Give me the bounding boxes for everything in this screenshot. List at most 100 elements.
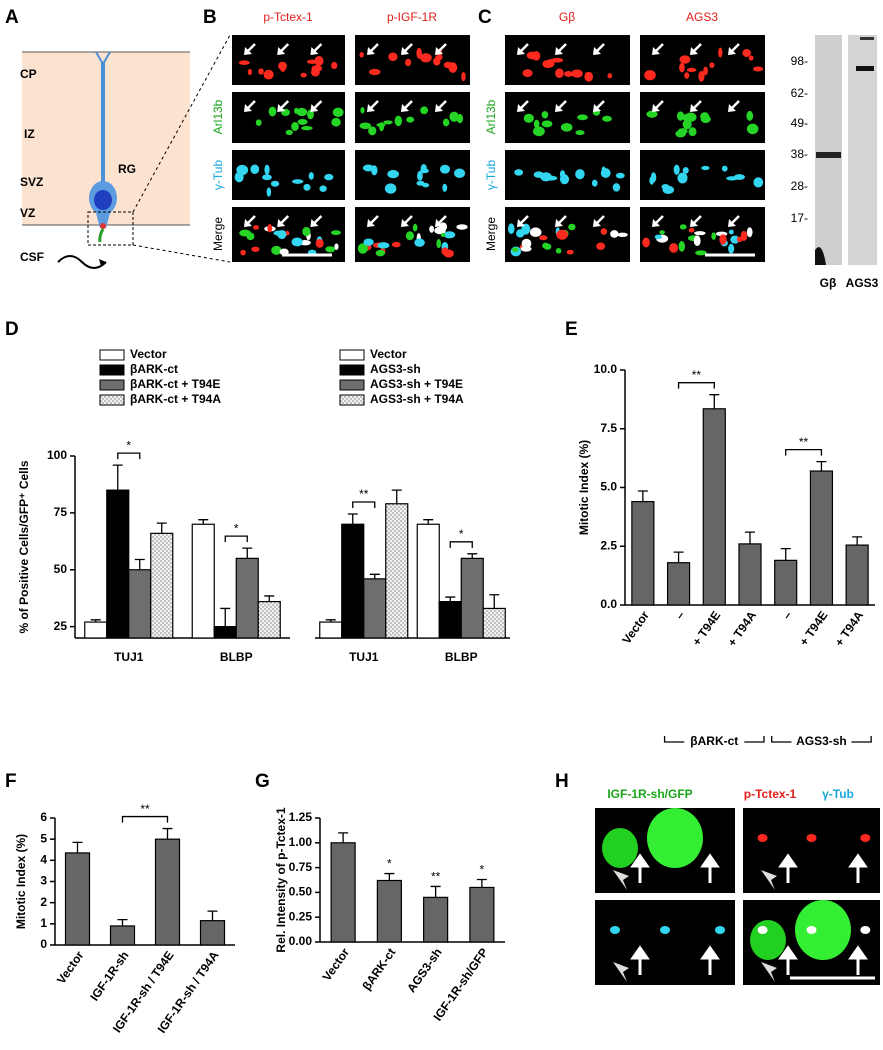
stain [291, 237, 303, 247]
error-bar [467, 553, 478, 559]
stain [679, 224, 687, 230]
bar [482, 607, 506, 639]
arrow [778, 945, 798, 975]
arrowhead [555, 47, 563, 55]
stain [543, 62, 554, 68]
stain [522, 69, 533, 78]
stain [571, 69, 583, 78]
y-tick-label: 4 [40, 853, 47, 867]
stain [523, 113, 534, 123]
stain [262, 174, 272, 181]
error-bar [637, 490, 648, 502]
zone-label: VZ [20, 206, 35, 220]
stain [264, 164, 270, 175]
stain [730, 235, 740, 244]
stain [615, 172, 625, 179]
stain [646, 110, 658, 118]
zone-label: IZ [24, 127, 35, 141]
arrowhead [435, 219, 443, 227]
stain [334, 243, 339, 250]
row-label: γ-Tub [484, 160, 498, 191]
stain [296, 107, 308, 117]
y-tick-label: 5 [40, 831, 47, 845]
stain [306, 59, 318, 64]
stain [442, 183, 448, 192]
stain [750, 920, 786, 960]
significance-bracket [117, 452, 141, 460]
error-bar [745, 531, 755, 544]
stain [676, 111, 685, 121]
group-label: AGS3-sh [796, 734, 847, 748]
stain [252, 225, 259, 230]
y-axis-label: Mitotic Index (%) [14, 834, 28, 929]
significance: * [480, 863, 485, 877]
error-bar [198, 519, 209, 525]
bar [128, 569, 152, 639]
stain [701, 165, 710, 171]
stain [368, 126, 377, 136]
y-tick-label: 0.75 [289, 860, 313, 874]
x-tick-label: BLBP [445, 650, 478, 664]
marker-label: 49- [791, 116, 808, 130]
stain [806, 834, 817, 842]
y-tick-label: 7.5 [600, 421, 617, 435]
arrowhead [690, 104, 698, 112]
row-label: Merge [211, 217, 225, 251]
stain [319, 185, 327, 192]
arrowhead [277, 104, 286, 112]
stain [642, 237, 650, 248]
arrowhead [277, 47, 286, 55]
marker-label: 28- [791, 179, 808, 193]
stain [325, 246, 336, 253]
x-tick-label: Vector [320, 945, 353, 983]
error-bar [325, 619, 336, 623]
group-label-bg [791, 734, 852, 750]
stain [511, 247, 519, 253]
x-tick-label: + T94E [689, 609, 723, 649]
stain [271, 245, 282, 255]
panel-letter: A [5, 7, 19, 28]
channel-label: IGF-1R-sh/GFP [607, 787, 692, 801]
stain [662, 185, 674, 194]
arrowhead [401, 219, 409, 227]
bar [319, 621, 343, 639]
stain [417, 170, 423, 181]
error-bar [338, 832, 349, 843]
arrowhead [401, 47, 409, 55]
stain [375, 249, 385, 257]
stain [247, 68, 253, 76]
stain [698, 70, 705, 82]
stain [376, 122, 386, 127]
error-bar [220, 607, 231, 627]
bar [469, 886, 495, 943]
stain [414, 238, 425, 247]
significance: ** [692, 368, 702, 382]
stain [412, 223, 418, 232]
stain [420, 164, 427, 174]
stain [302, 226, 311, 237]
stain [541, 120, 553, 128]
bar [150, 532, 174, 639]
stain [602, 828, 638, 868]
stain [405, 231, 415, 241]
stain [251, 246, 260, 252]
significance: * [126, 438, 131, 452]
arrowhead [613, 870, 629, 890]
legend-swatch [99, 379, 125, 391]
stain [331, 117, 341, 127]
x-tick-label: Vector [54, 948, 87, 986]
stain [540, 172, 552, 182]
channel-label: AGS3 [686, 10, 718, 24]
arrowhead [244, 219, 252, 227]
arrowhead [244, 104, 252, 112]
lane-label: AGS3 [846, 276, 879, 290]
error-bar [156, 522, 167, 534]
stain [610, 926, 620, 934]
stain [291, 179, 304, 184]
stain [742, 49, 751, 58]
stain [677, 172, 688, 184]
error-bar [423, 519, 434, 525]
stain [360, 107, 365, 114]
micrograph [640, 150, 765, 200]
stain [436, 238, 442, 249]
